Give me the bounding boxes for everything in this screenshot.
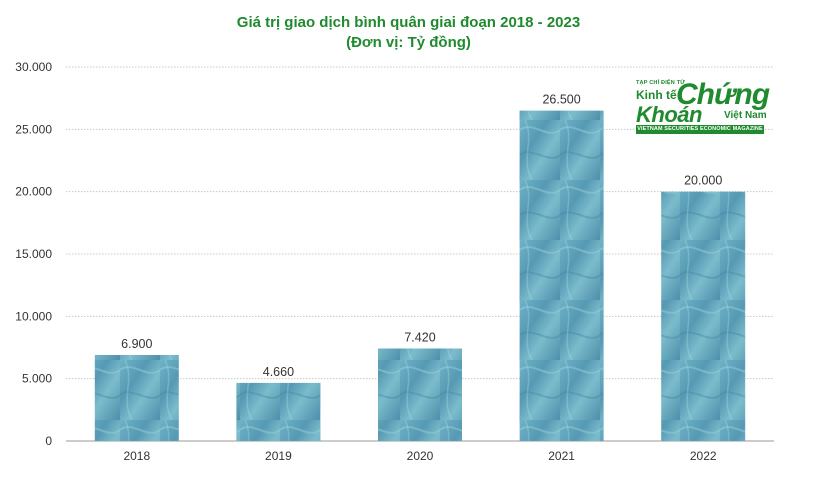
chart-subtitle: (Đơn vị: Tỷ đồng): [346, 34, 471, 51]
logo-viet-nam: Việt Nam: [724, 110, 767, 121]
chart-title: Giá trị giao dịch bình quân giai đoạn 20…: [236, 14, 581, 31]
bar-2020: [378, 348, 462, 441]
data-label-2018: 6.900: [121, 337, 152, 351]
data-label-2021: 26.500: [542, 93, 580, 107]
y-tick-label: 20.000: [15, 185, 52, 199]
logo-kinh-te: Kinh tế: [636, 88, 677, 102]
y-tick-label: 10.000: [15, 309, 52, 323]
data-label-2019: 4.660: [263, 365, 294, 379]
x-tick-label: 2019: [265, 449, 292, 463]
logo-khoan: Khoán: [636, 102, 702, 127]
data-label-2022: 20.000: [684, 174, 722, 188]
bar-2019: [236, 382, 321, 441]
x-tick-label: 2022: [690, 449, 717, 463]
x-tick-label: 2020: [407, 449, 434, 463]
y-tick-label: 30.000: [15, 60, 52, 74]
y-tick-label: 15.000: [15, 247, 52, 261]
logo-tagline: VIETNAM SECURITIES ECONOMIC MAGAZINE: [636, 125, 764, 134]
x-tick-label: 2018: [123, 449, 150, 463]
logo-chung: Chứng: [676, 78, 770, 111]
x-tick-label: 2021: [548, 449, 575, 463]
bar-2022: [661, 191, 746, 441]
logo-small-text: TẠP CHÍ ĐIỆN TỬ: [636, 80, 686, 86]
y-tick-label: 5.000: [22, 372, 52, 386]
bar-2018: [94, 354, 179, 441]
y-tick-label: 25.000: [15, 122, 52, 136]
y-tick-label: 0: [45, 434, 52, 448]
bar-2021: [519, 110, 604, 441]
magazine-logo: TẠP CHÍ ĐIỆN TỬ Kinh tế Chứng Khoán Việt…: [636, 78, 770, 136]
data-label-2020: 7.420: [404, 330, 435, 344]
